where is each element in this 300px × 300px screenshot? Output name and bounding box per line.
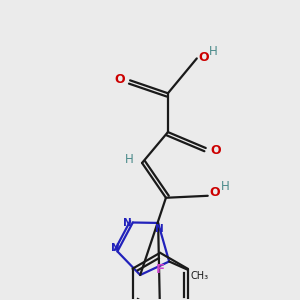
Text: O: O	[211, 143, 221, 157]
Text: O: O	[210, 186, 220, 199]
Text: H: H	[209, 45, 218, 58]
Text: N: N	[155, 224, 164, 234]
Text: N: N	[124, 218, 132, 229]
Text: F: F	[155, 263, 165, 276]
Text: H: H	[221, 180, 230, 193]
Text: N: N	[111, 243, 120, 254]
Text: O: O	[115, 73, 125, 86]
Text: O: O	[199, 51, 209, 64]
Text: CH₃: CH₃	[190, 272, 208, 281]
Text: H: H	[125, 154, 134, 166]
